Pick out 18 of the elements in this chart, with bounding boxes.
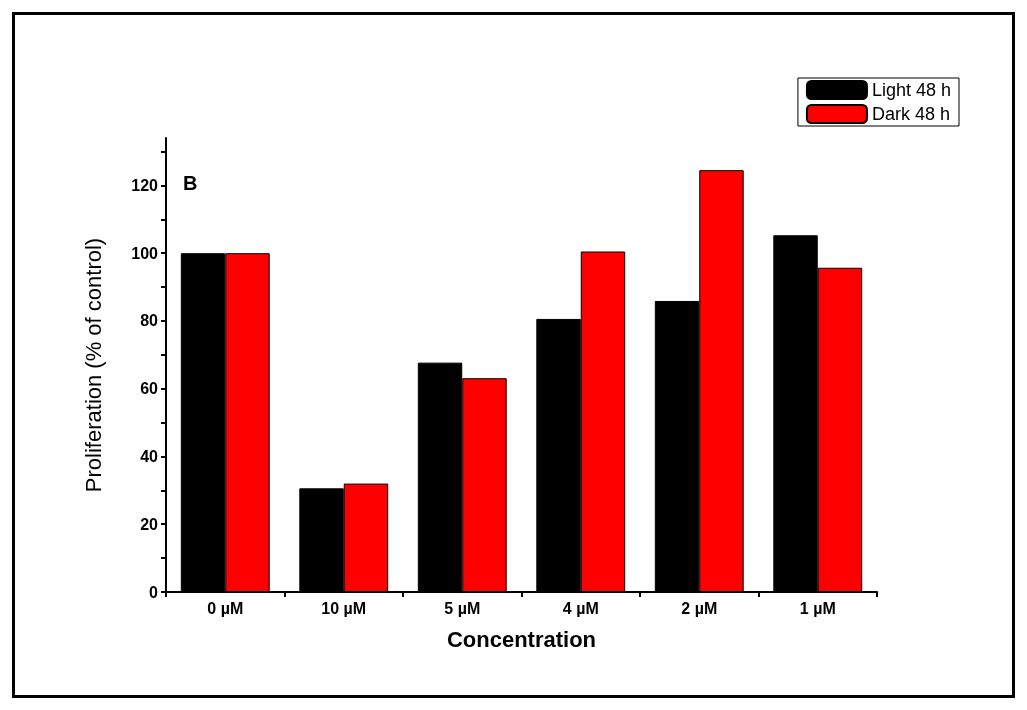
y-tick-label: 0: [149, 583, 159, 601]
y-tick-label: 40: [140, 447, 159, 465]
y-axis-title: Proliferation (% of control): [80, 237, 106, 493]
x-tick-label: 2 µM: [681, 599, 718, 617]
x-tick-label: 0 µM: [207, 599, 244, 617]
annotation: B: [183, 172, 198, 194]
x-axis-title: Concentration: [446, 626, 597, 652]
y-tick-label: 20: [140, 515, 159, 533]
legend-label: Light 48 h: [871, 80, 952, 100]
x-tick-label: 5 µM: [444, 599, 481, 617]
legend-label: Dark 48 h: [871, 104, 950, 124]
y-tick-label: 120: [131, 176, 159, 194]
y-tick-label: 100: [131, 244, 159, 262]
x-tick-label: 1 µM: [799, 599, 836, 617]
x-tick-label: 10 µM: [321, 599, 367, 617]
y-tick-label: 80: [140, 312, 159, 330]
y-tick-label: 60: [140, 380, 159, 398]
x-tick-label: 4 µM: [562, 599, 599, 617]
